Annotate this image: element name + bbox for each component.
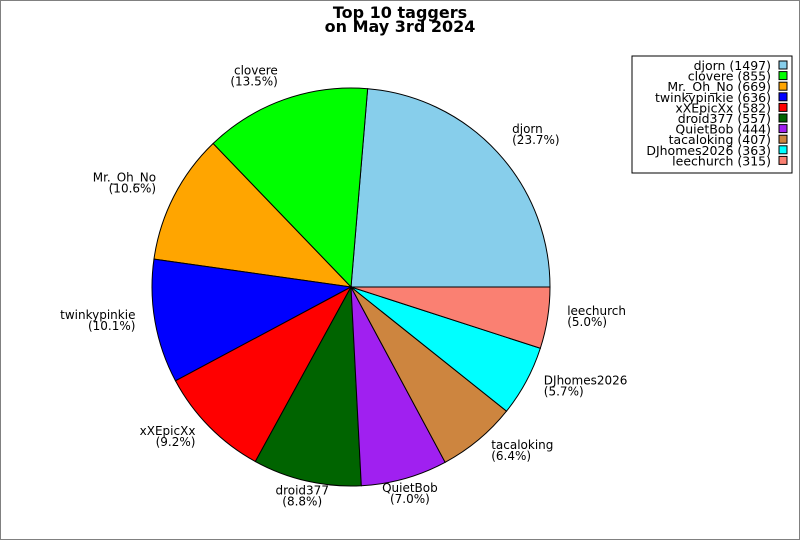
slice-label-name: xXEpicXx <box>140 424 196 438</box>
legend-box <box>631 55 793 174</box>
slice-label-percent: (10.1%) <box>88 319 135 333</box>
slice-label-name: twinkypinkie <box>60 308 135 322</box>
pie-slice-xXEpicXx <box>174 285 353 463</box>
legend-swatch <box>778 60 788 70</box>
legend-entry-label: clovere (855) <box>688 69 771 84</box>
slice-label-name: djorn <box>512 122 543 136</box>
slice-label-percent: (5.0%) <box>567 315 607 329</box>
legend-swatch <box>778 92 788 102</box>
slice-label-percent: (7.0%) <box>390 492 430 506</box>
legend-entry-label: djorn (1497) <box>694 58 771 73</box>
legend-swatch <box>778 145 788 155</box>
legend-swatch <box>778 134 788 144</box>
slice-label-name: QuietBob <box>382 481 438 495</box>
slice-label-name: DJhomes2026 <box>544 374 628 388</box>
slice-label-name: tacaloking <box>491 438 553 452</box>
pie-slice-droid377 <box>254 285 362 487</box>
pie-slice-twinkypinkie <box>151 258 353 382</box>
legend-entry-label: Mr._Oh_No (669) <box>667 79 771 94</box>
pie-slice-leechurch <box>350 286 551 349</box>
slice-label-percent: (13.5%) <box>230 75 277 89</box>
legend-swatch <box>778 113 788 123</box>
legend-entry-label: twinkypinkie (636) <box>655 90 771 105</box>
slice-label-percent: (8.8%) <box>282 494 322 508</box>
slice-label-percent: (5.7%) <box>544 385 584 399</box>
slice-label-percent: (6.4%) <box>491 449 531 463</box>
legend-entry-label: tacaloking (407) <box>669 132 771 147</box>
legend-swatch <box>778 102 788 112</box>
chart-title-line-1: Top 10 taggers <box>333 3 467 22</box>
legend-swatch <box>778 124 788 134</box>
legend-swatch <box>778 81 788 91</box>
slice-label-percent: (9.2%) <box>156 435 196 449</box>
legend-entry-label: xXEpicXx (582) <box>675 100 771 115</box>
pie-slice-djorn <box>350 88 551 288</box>
slice-label-name: droid377 <box>275 483 328 497</box>
legend: djorn (1497)clovere (855)Mr._Oh_No (669)… <box>631 55 793 174</box>
legend-entry-label: droid377 (557) <box>678 111 771 126</box>
slice-label-name: leechurch <box>567 304 626 318</box>
legend-entry-label: QuietBob (444) <box>675 122 771 137</box>
legend-swatch <box>778 71 788 81</box>
slice-label-percent: (10.6%) <box>109 181 156 195</box>
legend-entry-label: leechurch (315) <box>672 153 771 168</box>
slice-label-name: clovere <box>234 64 278 78</box>
pie-slice-Mr._Oh_No <box>153 142 353 288</box>
chart-title-line-2: on May 3rd 2024 <box>325 17 476 36</box>
legend-entry-label: DJhomes2026 (363) <box>646 143 771 158</box>
pie-slice-clovere <box>212 87 369 289</box>
legend-swatch <box>778 155 788 165</box>
slice-label-name: Mr._Oh_No <box>93 170 156 184</box>
slice-label-percent: (23.7%) <box>512 133 559 147</box>
